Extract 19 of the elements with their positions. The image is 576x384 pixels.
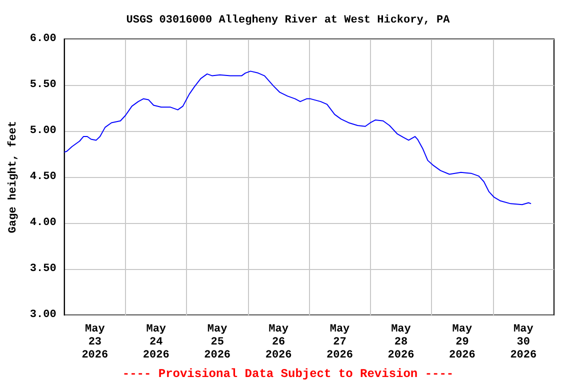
text: ---- Provisional Data Subject to Revision ---- (122, 367, 454, 381)
y-tick-label: 5.00 (30, 125, 56, 137)
x-tick-label: May 23 2026 (82, 324, 108, 362)
y-tick-label: 6.00 (30, 33, 56, 45)
y-axis-title: Gage height, feet (6, 120, 20, 234)
line-series (64, 70, 532, 206)
chart-title: USGS 03016000 Allegheny River at West Hickory, PA (126, 14, 450, 26)
x-tick-label: May 27 2026 (326, 324, 353, 362)
x-tick-label: May 25 2026 (204, 324, 231, 362)
x-tick-label: May 29 2026 (448, 324, 476, 362)
y-tick-label: 4.00 (30, 217, 56, 229)
x-tick-label: May 24 2026 (142, 324, 170, 362)
x-tick-label: May 26 2026 (265, 324, 292, 362)
y-tick-label: 3.50 (30, 263, 56, 275)
y-tick-label: 4.50 (30, 171, 56, 183)
y-tick-label: 5.50 (30, 79, 56, 91)
x-tick-label: May 30 2026 (510, 324, 537, 362)
y-tick-label: 3.00 (30, 309, 56, 321)
x-tick-label: May 28 2026 (388, 324, 414, 362)
